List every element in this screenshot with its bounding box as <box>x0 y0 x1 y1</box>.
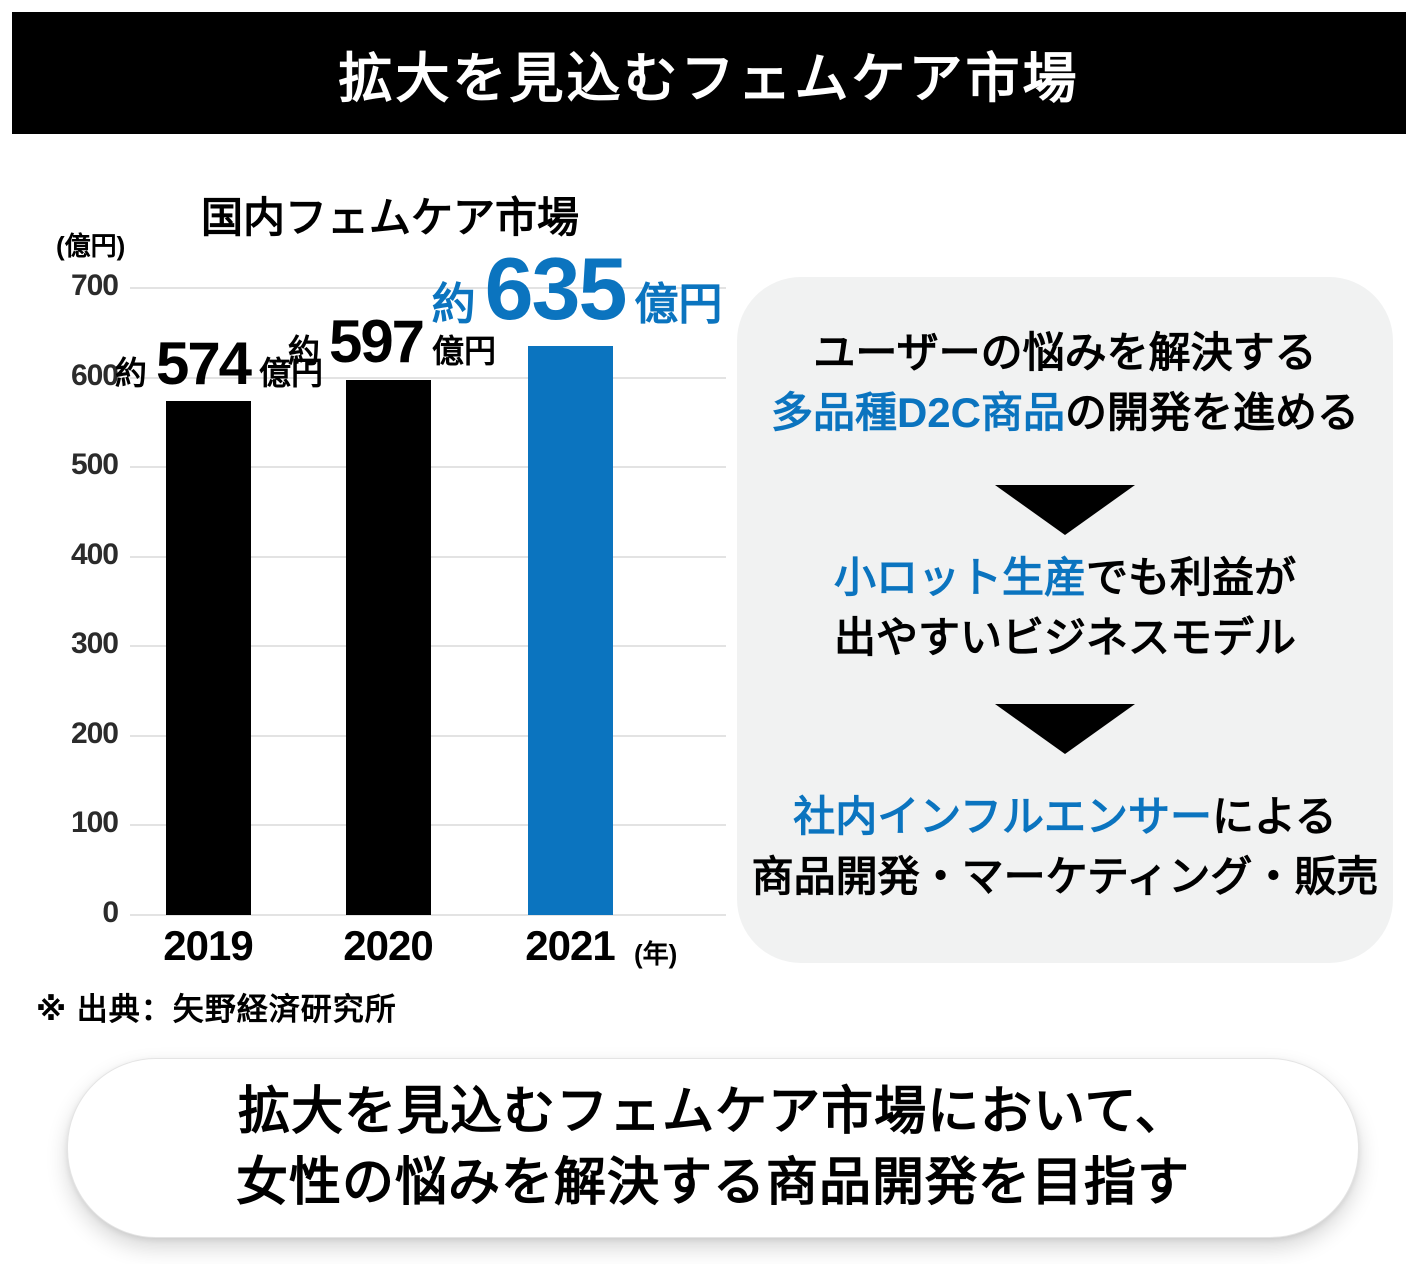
bar-value-2021: 635 <box>484 239 628 338</box>
y-tick-100: 100 <box>70 806 119 840</box>
step-text-highlight: 多品種D2C商品 <box>770 389 1065 436</box>
approx-prefix: 約 <box>287 333 320 369</box>
step-text-highlight: 小ロット生産 <box>833 554 1086 601</box>
chart-title: 国内フェムケア市場 <box>200 194 580 241</box>
step-text: ユーザーの悩みを解決する <box>813 329 1317 376</box>
y-tick-200: 200 <box>70 716 119 750</box>
gridline-600 <box>130 376 726 379</box>
summary-line-1: 拡大を見込むフェムケア市場において、 <box>238 1083 1188 1141</box>
approx-prefix: 約 <box>114 355 147 391</box>
y-tick-500: 500 <box>70 448 119 482</box>
step-text: による <box>1212 793 1337 840</box>
step-line: ユーザーの悩みを解決する <box>813 329 1316 376</box>
x-label-2021: 2021 <box>525 922 615 969</box>
unit-suffix: 億円 <box>634 280 723 329</box>
step-line: 出やすいビジネスモデル <box>834 614 1296 661</box>
strategy-step-3: 社内インフルエンサーによる 商品開発・マーケティング・販売 <box>737 787 1393 907</box>
source-note: ※ 出典：矢野経済研究所 <box>36 992 397 1027</box>
bar-2021 <box>528 346 613 915</box>
step-line: 小ロット生産でも利益が <box>834 554 1296 601</box>
header-bar: 拡大を見込むフェムケア市場 <box>12 12 1406 134</box>
y-tick-300: 300 <box>70 627 119 661</box>
down-arrow-icon <box>995 485 1135 535</box>
strategy-panel: ユーザーの悩みを解決する 多品種D2C商品の開発を進める 小ロット生産でも利益が… <box>737 277 1393 963</box>
step-line: 多品種D2C商品の開発を進める <box>771 389 1359 436</box>
x-axis-unit-label: (年) <box>634 939 678 969</box>
gridline-700 <box>130 287 726 289</box>
step-text: でも利益が <box>1086 554 1297 601</box>
bar-label-2020: 約 597 億円 <box>288 307 496 376</box>
summary-banner: 拡大を見込むフェムケア市場において、 女性の悩みを解決する商品開発を目指す <box>67 1058 1359 1238</box>
step-line: 商品開発・マーケティング・販売 <box>752 853 1379 900</box>
step-text: 出やすいビジネスモデル <box>833 614 1296 661</box>
bar-label-2021: 約 635 億円 <box>432 238 723 340</box>
strategy-step-1: ユーザーの悩みを解決する 多品種D2C商品の開発を進める <box>737 323 1393 443</box>
gridline-0 <box>130 914 726 916</box>
y-axis-unit-label: (億円) <box>56 231 126 261</box>
y-tick-600: 600 <box>70 358 119 392</box>
bar-label-2019: 約 574 億円 <box>115 329 323 398</box>
unit-suffix: 億円 <box>259 355 324 391</box>
bar-value-2019: 574 <box>155 330 252 397</box>
step-text: の開発を進める <box>1065 389 1360 436</box>
y-tick-700: 700 <box>70 269 119 302</box>
step-text: 商品開発・マーケティング・販売 <box>751 853 1379 900</box>
x-label-2019: 2019 <box>163 922 253 969</box>
bar-2019 <box>166 401 251 915</box>
approx-prefix: 約 <box>431 280 476 329</box>
step-text-highlight: 社内インフルエンサー <box>793 793 1212 840</box>
y-tick-0: 0 <box>102 896 119 929</box>
unit-suffix: 億円 <box>432 333 497 369</box>
y-tick-400: 400 <box>70 537 119 571</box>
bar-value-2020: 597 <box>328 308 425 375</box>
x-label-2020: 2020 <box>343 922 433 969</box>
strategy-step-2: 小ロット生産でも利益が 出やすいビジネスモデル <box>737 548 1393 668</box>
down-arrow-icon <box>995 704 1135 754</box>
bar-2020 <box>346 380 431 915</box>
step-line: 社内インフルエンサーによる <box>793 793 1337 840</box>
summary-line-2: 女性の悩みを解決する商品開発を目指す <box>235 1154 1190 1212</box>
page-title: 拡大を見込むフェムケア市場 <box>338 48 1080 109</box>
